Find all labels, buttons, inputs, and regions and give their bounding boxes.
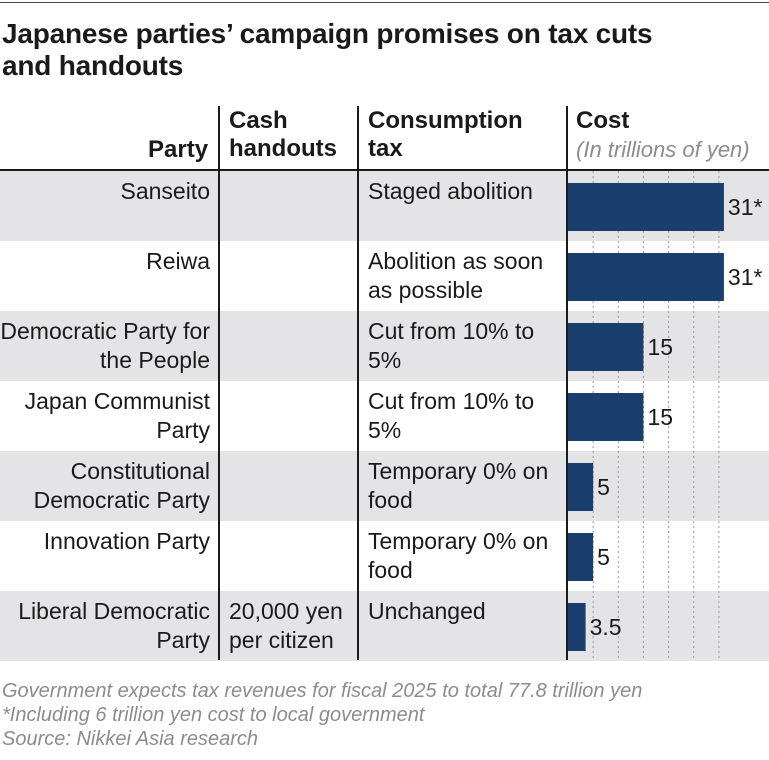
divider-party (218, 106, 220, 660)
table-row: Constitutional Democratic Party Temporary… (0, 451, 769, 521)
table-row: Liberal Democratic Party 20,000 yen per c… (0, 591, 769, 661)
party-cell: Constitutional Democratic Party (33, 458, 210, 513)
bar-value-label: 3.5 (590, 614, 622, 640)
party-cell: Democratic Party for the People (0, 318, 210, 373)
table-row: Innovation Party Temporary 0% on food (0, 521, 769, 591)
bar-value-label: 15 (647, 404, 673, 430)
party-cell: Sanseito (120, 178, 210, 204)
consumption-tax-cell: Temporary 0% on food (368, 528, 549, 583)
bar-3 (568, 323, 644, 371)
bar-5 (568, 463, 594, 511)
header-tax: Consumption tax (368, 107, 523, 162)
bar-6 (568, 533, 594, 581)
header-rule (0, 169, 769, 171)
consumption-tax-cell: Cut from 10% to 5% (368, 318, 535, 373)
header-cost: Cost (576, 107, 630, 134)
consumption-tax-cell: Staged abolition (368, 178, 533, 204)
footnote-asterisk: *Including 6 trillion yen cost to local … (2, 704, 425, 726)
party-cell: Reiwa (146, 248, 210, 274)
bar-value-label: 5 (597, 474, 610, 500)
header-cash: Cash handouts (229, 107, 337, 162)
table-row: Reiwa Abolition as soon as possible (0, 241, 769, 311)
cash-handout-cell: 20,000 yen per citizen (229, 598, 343, 653)
bar-value-label: 15 (647, 334, 673, 360)
party-cell: Liberal Democratic Party (18, 598, 210, 653)
party-cell: Innovation Party (43, 528, 210, 554)
chart-title: Japanese parties’ campaign promises on t… (2, 18, 653, 81)
bar-7 (568, 603, 586, 651)
header-cost-unit: (In trillions of yen) (576, 137, 750, 162)
bar-4 (568, 393, 644, 441)
consumption-tax-cell: Abolition as soon as possible (368, 248, 544, 303)
consumption-tax-cell: Unchanged (368, 598, 486, 624)
divider-cash (357, 106, 359, 660)
divider-tax (566, 106, 568, 660)
consumption-tax-cell: Cut from 10% to 5% (368, 388, 535, 443)
header-party: Party (148, 136, 209, 163)
bar-value-label: 31* (728, 194, 763, 220)
table-row: Japan Communist Party Cut from 10% to 5% (0, 381, 769, 451)
top-rule (0, 2, 769, 3)
bar-2 (568, 253, 724, 301)
footnote-source: Source: Nikkei Asia research (2, 728, 259, 750)
party-cell: Japan Communist Party (24, 388, 210, 443)
bar-1 (568, 183, 724, 231)
consumption-tax-cell: Temporary 0% on food (368, 458, 549, 513)
bar-value-label: 31* (728, 264, 763, 290)
footnote-revenue: Government expects tax revenues for fisc… (2, 680, 643, 702)
bar-value-label: 5 (597, 544, 610, 570)
